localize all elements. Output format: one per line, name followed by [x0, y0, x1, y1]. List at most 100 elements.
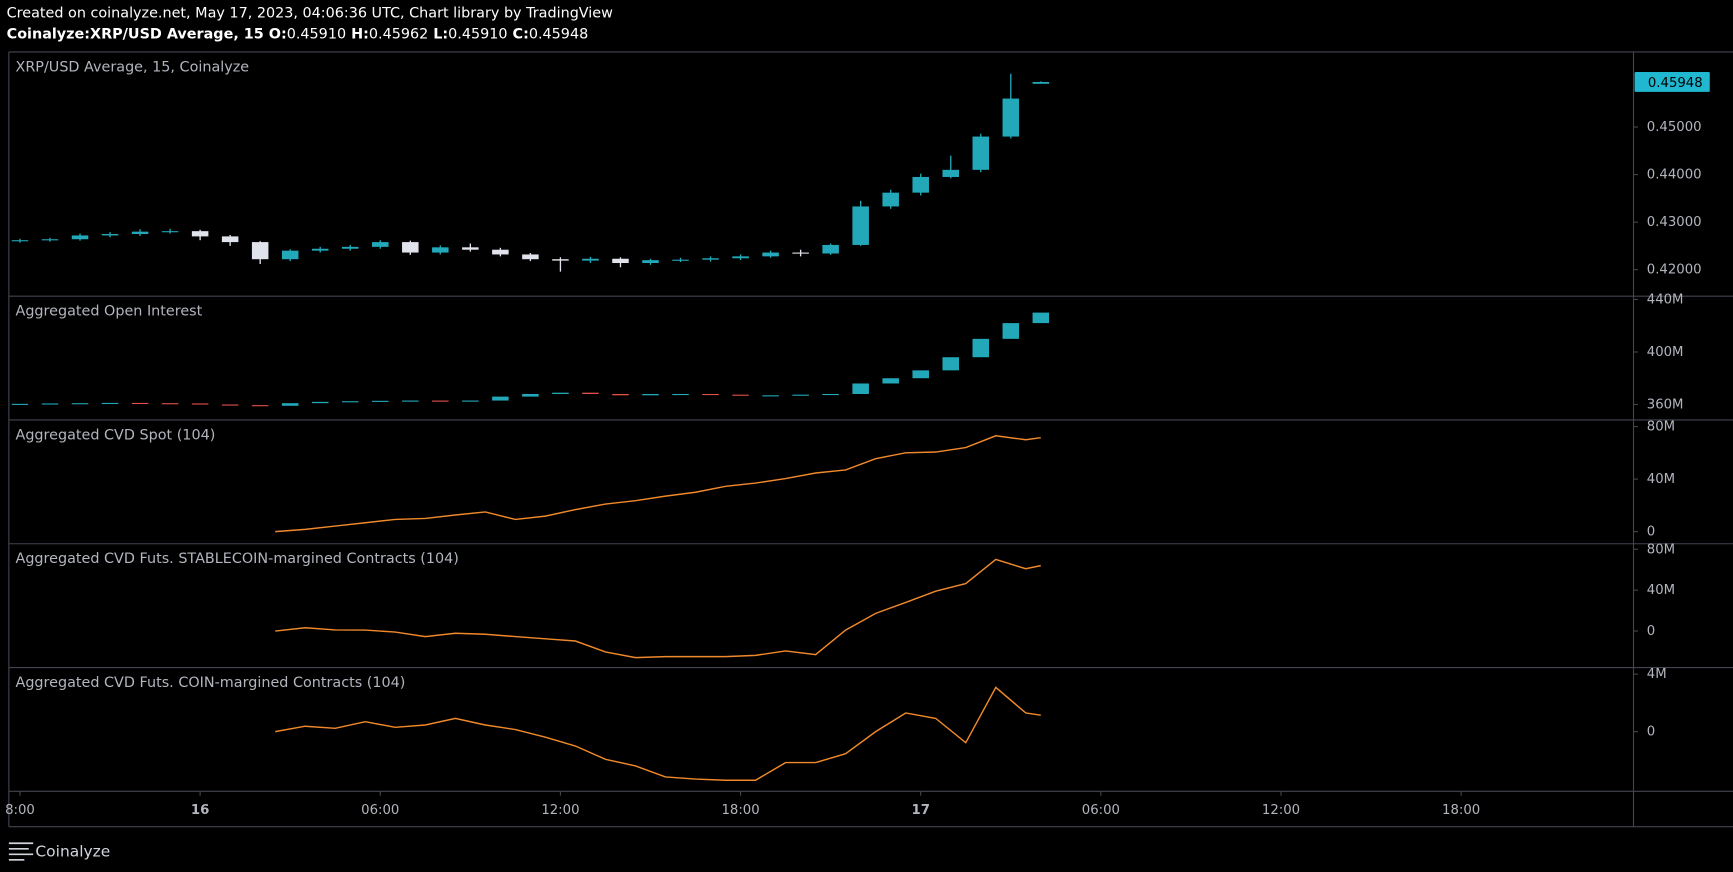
candle-body	[402, 400, 419, 402]
symbol: Coinalyze:XRP/USD Average, 15	[7, 26, 264, 42]
candle-body	[341, 401, 359, 403]
y-tick-label: 400M	[1647, 345, 1684, 360]
candle-body	[281, 250, 299, 260]
candle-body	[311, 248, 329, 251]
y-tick-label: 0.44000	[1647, 168, 1702, 183]
y-tick-label: 0	[1647, 725, 1655, 740]
ohlc-value: 0.45948	[529, 26, 588, 42]
ohlc-value: 0.45910	[287, 26, 346, 42]
candle-body	[311, 401, 329, 404]
ohlc-label: O:	[269, 26, 287, 42]
candle-body	[341, 246, 359, 249]
footer-brand: Coinalyze	[35, 843, 110, 861]
candle-body	[762, 252, 779, 257]
candle-body	[672, 259, 689, 261]
x-tick-label: 12:00	[541, 803, 579, 818]
x-tick-label: 12:00	[1262, 803, 1300, 818]
candle-body	[462, 247, 479, 250]
candle-body	[191, 231, 209, 237]
last-price-tag	[1634, 72, 1710, 92]
ohlc-label: C:	[513, 26, 529, 42]
y-tick-label: 0.45000	[1647, 120, 1702, 135]
candle-body	[1032, 81, 1050, 84]
candle-body	[131, 231, 149, 235]
x-tick-label: 16	[191, 803, 209, 818]
candle-body	[792, 394, 809, 396]
candle-body	[582, 258, 599, 261]
candle-body	[882, 192, 899, 207]
y-tick-label: 0.43000	[1647, 215, 1702, 230]
candle-body	[41, 239, 59, 241]
candle-body	[432, 400, 449, 402]
candle-body	[161, 403, 179, 405]
y-tick-label: 440M	[1647, 292, 1684, 307]
candle-body	[71, 235, 89, 240]
candle-body	[852, 206, 869, 245]
candle-body	[732, 394, 749, 396]
candle-body	[612, 393, 629, 396]
panel-title: XRP/USD Average, 15, Coinalyze	[15, 59, 249, 75]
candle-body	[402, 242, 419, 253]
candle-body	[972, 136, 990, 170]
candle-body	[912, 370, 929, 379]
candle-body	[101, 402, 119, 405]
footer-logo	[8, 842, 34, 861]
candle-body	[582, 392, 599, 394]
ohlc-label: L:	[433, 26, 448, 42]
candle-body	[552, 259, 569, 261]
candle-body	[372, 242, 389, 247]
panel-plot	[275, 435, 1041, 533]
candle-body	[912, 176, 929, 193]
ohlc-value: 0.45910	[448, 26, 507, 42]
ohlc-value: 0.45962	[369, 26, 428, 42]
candle-body	[942, 357, 960, 371]
candle-body	[822, 393, 839, 396]
candle-body	[1032, 312, 1050, 324]
candle-body	[672, 393, 689, 396]
candle-body	[131, 402, 149, 405]
candle-body	[221, 404, 239, 406]
x-tick-label: 06:00	[1082, 803, 1120, 818]
candle-body	[792, 252, 809, 254]
x-tick-label: 06:00	[361, 803, 399, 818]
candle-body	[522, 254, 539, 260]
ohlc-label: H:	[351, 26, 369, 42]
created-note: Created on coinalyze.net, May 17, 2023, …	[7, 5, 613, 21]
x-tick-label: 18:00	[721, 803, 759, 818]
candle-body	[642, 260, 659, 264]
candle-body	[251, 242, 269, 260]
candle-body	[852, 383, 869, 394]
panel-title: Aggregated CVD Futs. COIN-margined Contr…	[15, 675, 405, 691]
candle-body	[1002, 98, 1020, 137]
candle-body	[492, 249, 509, 255]
x-tick-label: 17	[911, 803, 929, 818]
candle-body	[762, 395, 779, 397]
candle-body	[492, 396, 509, 401]
candle-body	[101, 234, 119, 236]
cvd-line	[275, 435, 1041, 533]
candle-body	[612, 258, 629, 264]
candle-body	[972, 338, 990, 358]
last-price-label: 0.45948	[1648, 76, 1703, 91]
candle-body	[11, 403, 29, 405]
candle-body	[702, 393, 719, 396]
y-tick-label: 40M	[1647, 472, 1675, 487]
candle-body	[522, 393, 539, 397]
y-tick-label: 0	[1647, 525, 1655, 540]
candle-body	[71, 403, 89, 405]
candle-body	[221, 236, 239, 243]
candle-body	[702, 258, 719, 260]
y-tick-label: 80M	[1647, 420, 1675, 435]
candle-body	[552, 392, 569, 394]
panel-plot	[11, 73, 1050, 272]
y-tick-label: 0	[1647, 624, 1655, 639]
candle-body	[1002, 323, 1020, 339]
candle-body	[432, 247, 449, 253]
candle-body	[882, 378, 899, 384]
y-tick-label: 40M	[1647, 583, 1675, 598]
cvd-line	[275, 558, 1041, 659]
candle-body	[822, 244, 839, 254]
